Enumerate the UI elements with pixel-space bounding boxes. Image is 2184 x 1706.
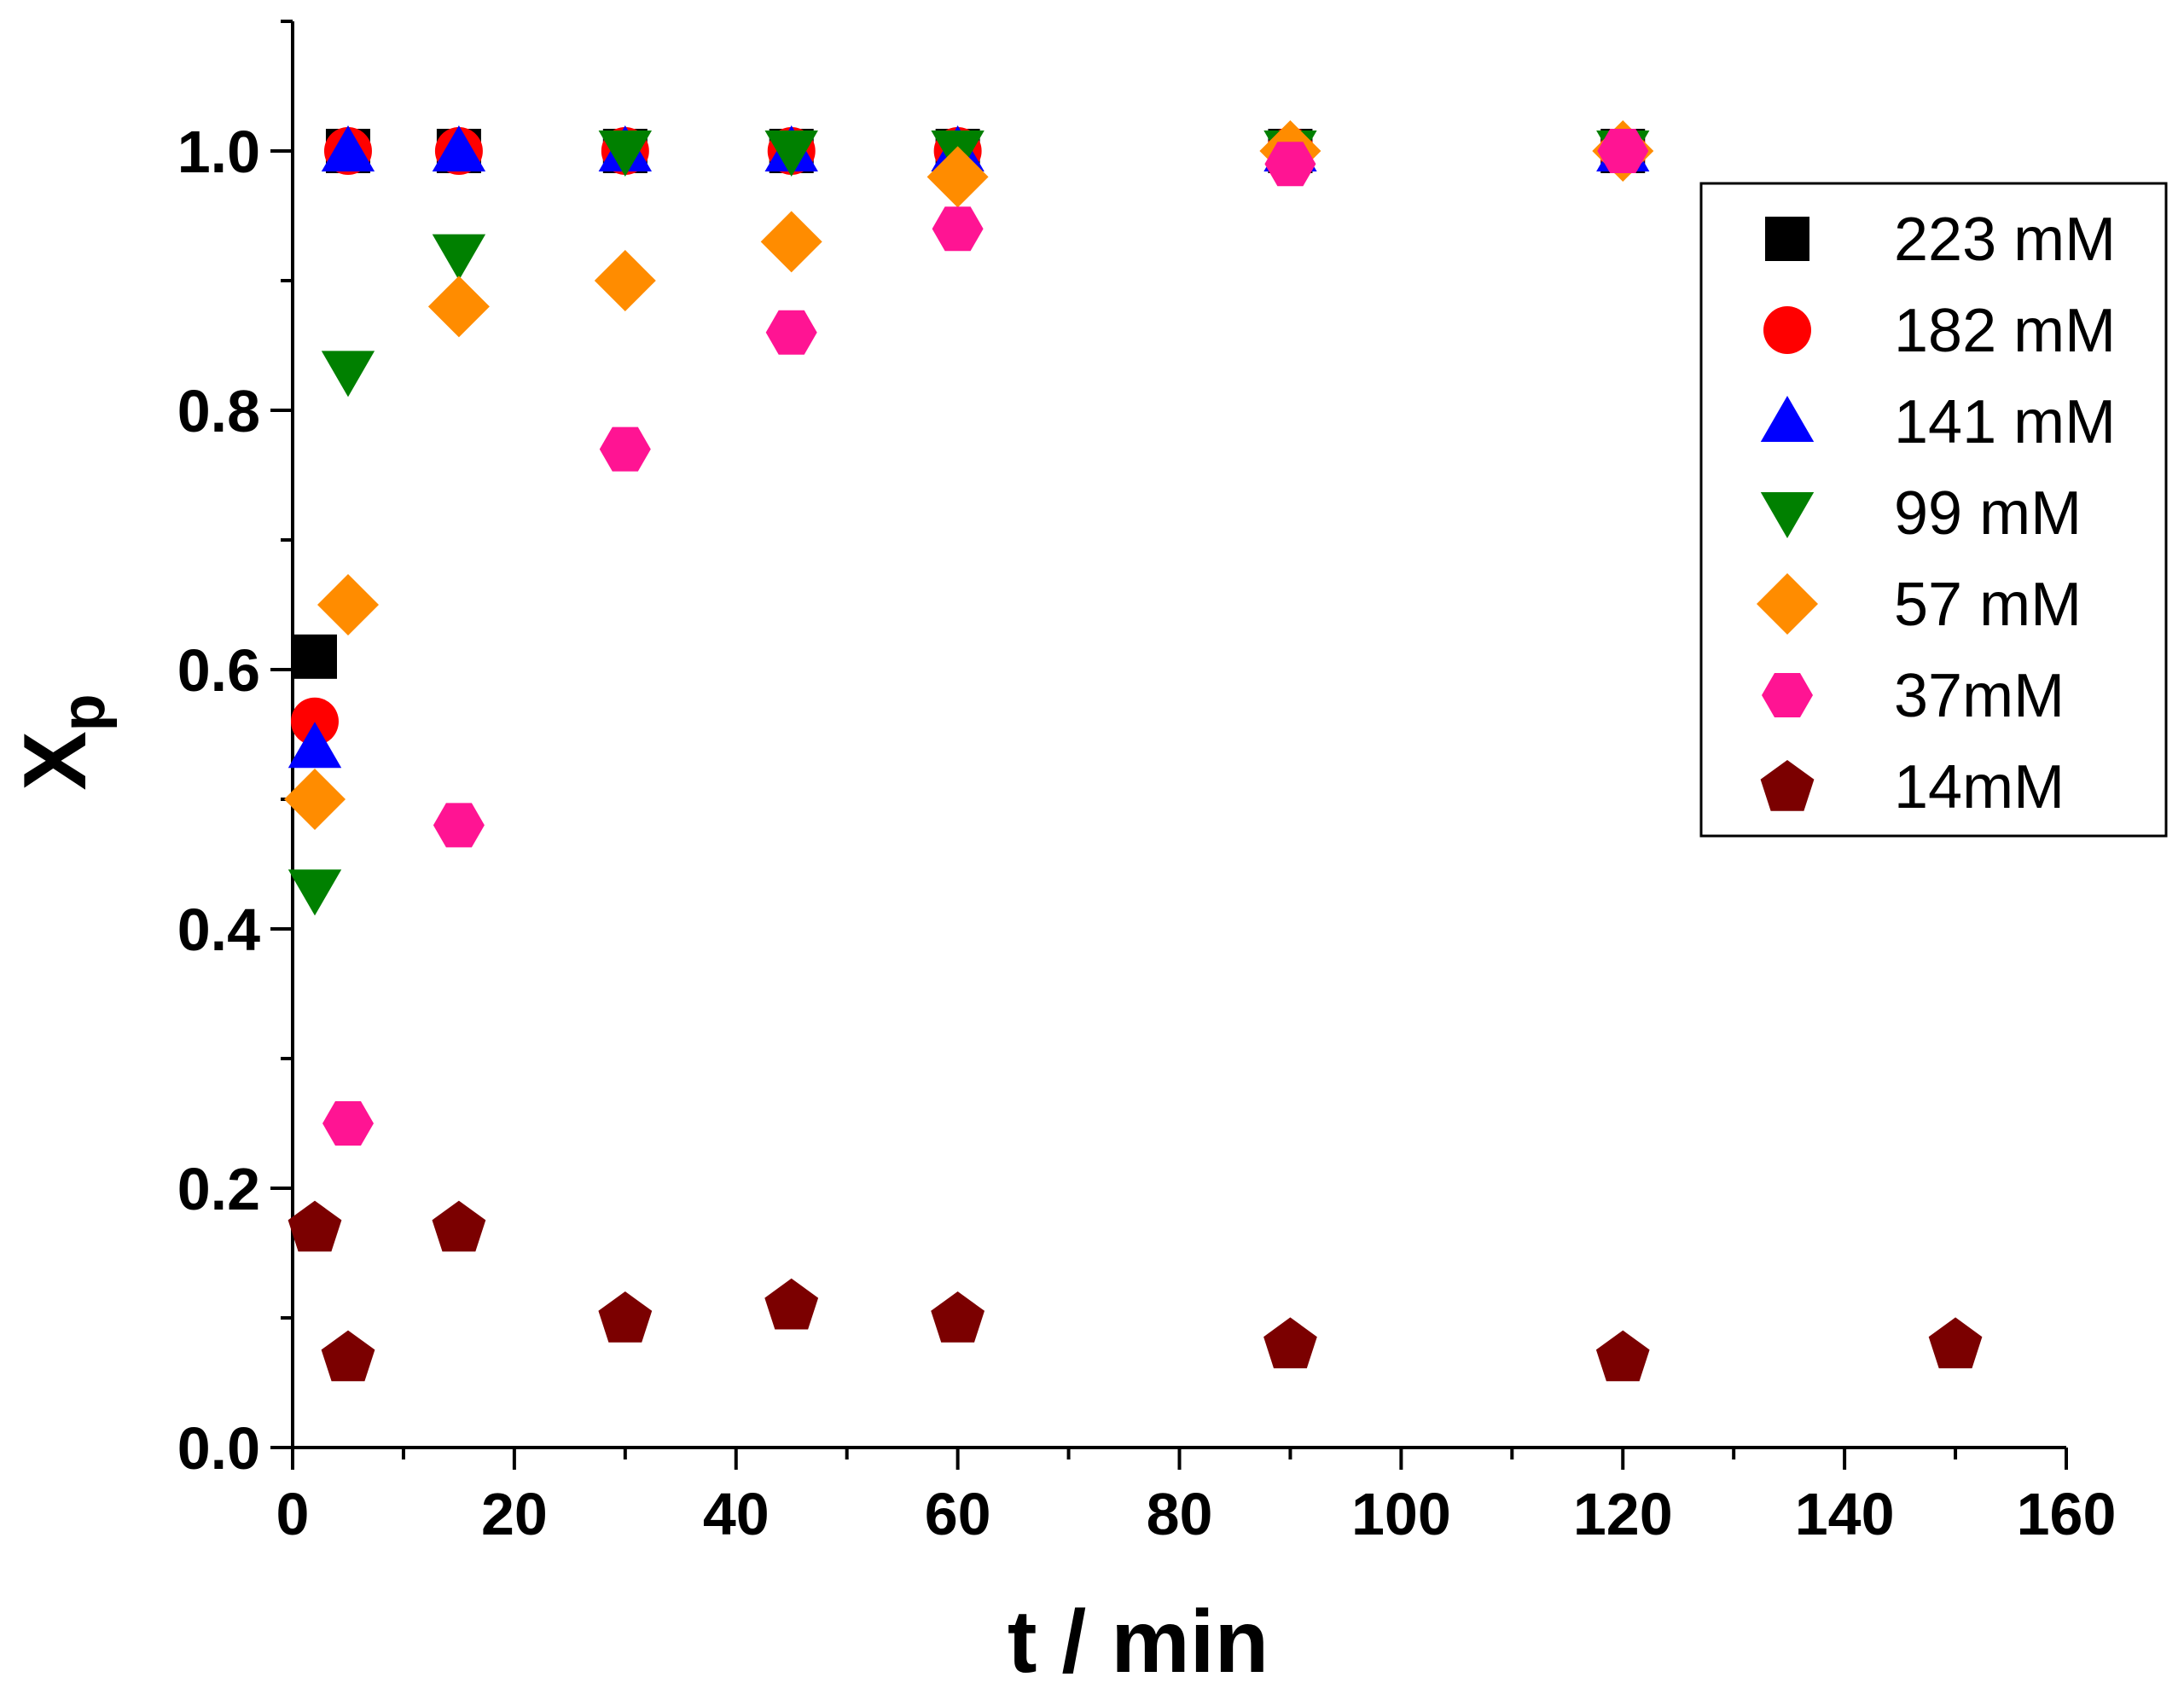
y-axis-title: Xp — [6, 693, 118, 790]
legend-label: 37mM — [1894, 662, 2065, 730]
legend-marker — [1760, 396, 1815, 442]
x-tick-label: 80 — [1147, 1481, 1213, 1547]
series-37mm — [322, 129, 1649, 1146]
data-point — [764, 1278, 819, 1330]
legend-item: 223 mM — [1765, 206, 2116, 274]
y-tick-label: 0.2 — [177, 1156, 260, 1222]
data-point — [427, 276, 490, 338]
series-14mm — [288, 1200, 1983, 1382]
legend-marker — [1763, 306, 1811, 354]
svg-text:Xp: Xp — [6, 693, 118, 790]
data-point — [1928, 1317, 1983, 1369]
data-point — [288, 722, 342, 769]
legend-marker — [1760, 760, 1815, 811]
data-points — [284, 120, 1983, 1382]
data-point — [292, 634, 337, 679]
data-point — [321, 125, 375, 171]
data-point — [1264, 142, 1316, 187]
legend-label: 99 mM — [1894, 479, 2082, 548]
legend-item: 14mM — [1760, 753, 2065, 821]
legend-item: 141 mM — [1760, 388, 2116, 456]
legend-marker — [1765, 217, 1809, 261]
data-point — [284, 769, 346, 830]
data-point — [598, 131, 652, 177]
x-tick-label: 40 — [703, 1481, 770, 1547]
x-axis-title: t / min — [1008, 1593, 1269, 1691]
y-axis-ticks: 0.0 0.2 0.4 0.6 0.8 1.0 — [177, 20, 293, 1482]
data-point — [1597, 129, 1649, 173]
legend-item: 99 mM — [1760, 479, 2082, 548]
data-point — [598, 1291, 653, 1343]
y-tick-label: 0.4 — [177, 897, 260, 963]
data-point — [1595, 1330, 1650, 1382]
data-point — [765, 310, 817, 355]
data-point — [321, 1330, 375, 1382]
data-point — [432, 1200, 486, 1252]
y-tick-label: 0.8 — [177, 378, 260, 444]
legend-marker — [1757, 573, 1818, 635]
data-point — [932, 206, 984, 252]
legend-item: 57 mM — [1757, 571, 2082, 639]
y-axis-title-subscript: p — [49, 693, 118, 731]
data-point — [290, 697, 339, 746]
data-point — [931, 1291, 985, 1343]
x-tick-label: 120 — [1573, 1481, 1673, 1547]
legend-label: 182 mM — [1894, 297, 2116, 365]
x-tick-label: 60 — [925, 1481, 991, 1547]
data-point — [1263, 1317, 1317, 1369]
legend-marker — [1760, 492, 1815, 538]
data-point — [322, 1101, 374, 1146]
data-point — [432, 234, 486, 281]
y-tick-label: 1.0 — [177, 119, 260, 185]
legend-marker — [1762, 673, 1813, 717]
legend-label: 141 mM — [1894, 388, 2116, 456]
y-axis-title-main: X — [6, 731, 105, 790]
y-tick-label: 0.6 — [177, 637, 260, 704]
y-tick-label: 0.0 — [177, 1415, 260, 1482]
legend-label: 57 mM — [1894, 571, 2082, 639]
data-point — [760, 211, 822, 273]
data-point — [288, 1200, 342, 1252]
legend-item: 37mM — [1762, 662, 2065, 730]
data-point — [764, 131, 818, 177]
data-point — [926, 146, 989, 208]
legend-label: 223 mM — [1894, 206, 2116, 274]
x-tick-label: 160 — [2017, 1481, 2117, 1547]
x-tick-label: 100 — [1351, 1481, 1451, 1547]
legend-item: 182 mM — [1763, 297, 2116, 365]
data-point — [433, 803, 485, 848]
data-point — [321, 351, 375, 397]
x-tick-label: 0 — [276, 1481, 310, 1547]
data-point — [317, 574, 379, 635]
data-point — [599, 426, 651, 472]
data-point — [288, 869, 342, 916]
data-point — [432, 125, 486, 171]
x-axis-ticks: 0 20 40 60 80 100 120 140 160 — [276, 1448, 2117, 1547]
data-point — [594, 250, 656, 311]
x-tick-label: 20 — [481, 1481, 548, 1547]
x-tick-label: 140 — [1795, 1481, 1895, 1547]
legend-label: 14mM — [1894, 753, 2065, 821]
legend: 223 mM 182 mM 141 mM 99 mM 57 mM 37mM 14mM — [1699, 182, 2168, 838]
